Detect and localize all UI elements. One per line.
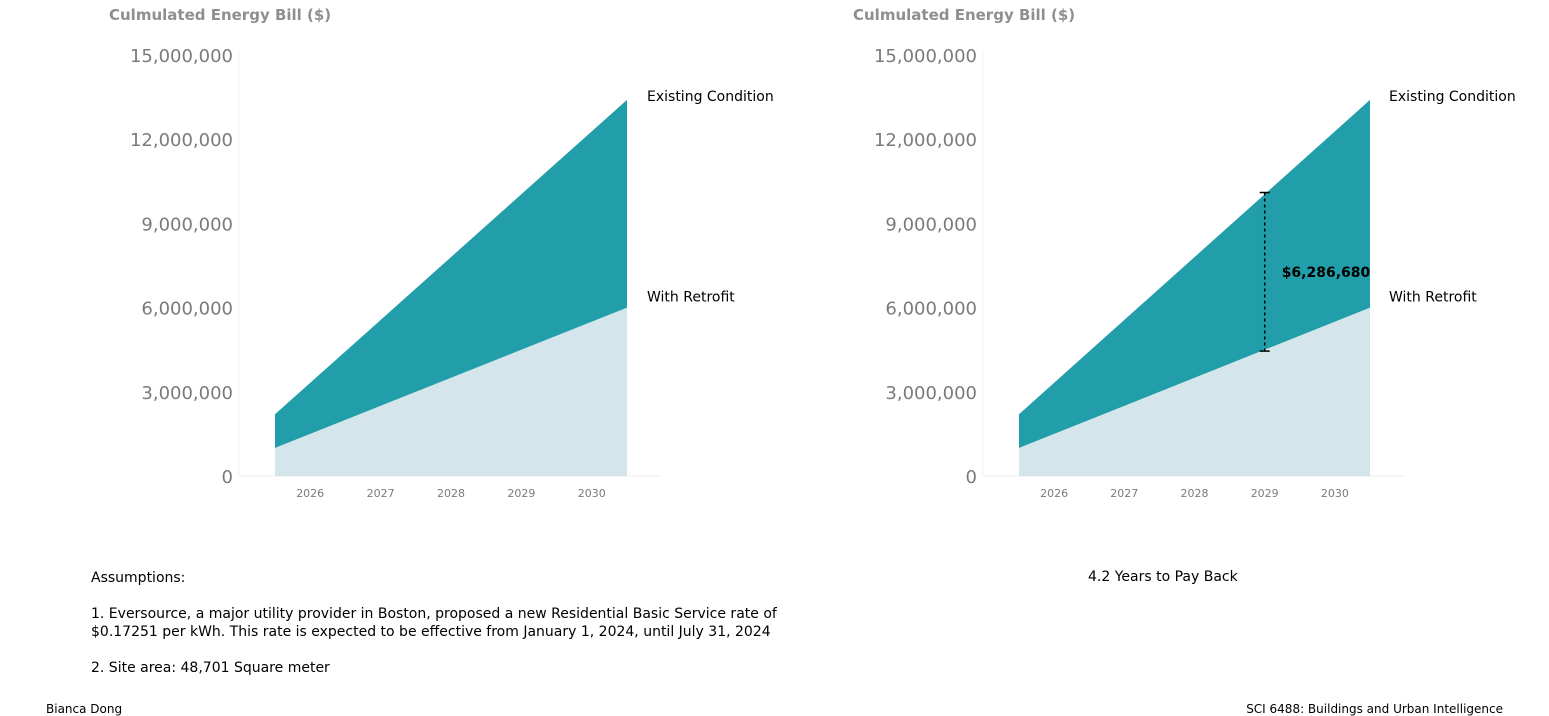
x-tick-label: 2027 — [367, 487, 395, 500]
area-with-retrofit — [275, 307, 627, 476]
y-tick-label: 0 — [222, 467, 233, 488]
assumptions-heading: Assumptions: — [91, 570, 186, 586]
y-tick-label: 15,000,000 — [874, 46, 977, 67]
chart-title: Culmulated Energy Bill ($) — [109, 6, 331, 24]
y-tick-label: 3,000,000 — [141, 383, 233, 404]
energy-bill-charts: Culmulated Energy Bill ($) 0 3,000,000 6,00… — [109, 6, 1516, 500]
x-tick-label: 2029 — [507, 487, 535, 500]
x-tick-label: 2029 — [1251, 487, 1279, 500]
y-tick-label: 3,000,000 — [885, 383, 977, 404]
y-tick-label: 6,000,000 — [885, 299, 977, 320]
payback-text: 4.2 Years to Pay Back — [1088, 569, 1238, 585]
series-label-retrofit: With Retrofit — [647, 290, 735, 306]
x-tick-label: 2027 — [1110, 487, 1138, 500]
series-label-existing: Existing Condition — [1389, 89, 1516, 105]
x-tick-label: 2026 — [1040, 487, 1068, 500]
series-label-retrofit: With Retrofit — [1389, 290, 1477, 306]
y-tick-label: 12,000,000 — [130, 130, 233, 151]
x-tick-label: 2030 — [578, 487, 606, 500]
x-tick-label: 2028 — [437, 487, 465, 500]
chart-title: Culmulated Energy Bill ($) — [853, 6, 1075, 24]
y-tick-label: 0 — [966, 467, 977, 488]
course-title: SCI 6488: Buildings and Urban Intelligen… — [1246, 702, 1503, 716]
assumption-item-2: 2. Site area: 48,701 Square meter — [91, 660, 330, 676]
y-tick-label: 6,000,000 — [141, 299, 233, 320]
series-label-existing: Existing Condition — [647, 89, 774, 105]
assumptions-block: Assumptions: 1. Eversource, a major util… — [91, 569, 831, 695]
savings-label: $6,286,680 — [1282, 265, 1371, 281]
area-with-retrofit — [1019, 307, 1370, 476]
y-tick-label: 15,000,000 — [130, 46, 233, 67]
y-tick-label: 12,000,000 — [874, 130, 977, 151]
x-tick-label: 2030 — [1321, 487, 1349, 500]
y-tick-label: 9,000,000 — [141, 214, 233, 235]
y-tick-label: 9,000,000 — [885, 214, 977, 235]
x-tick-label: 2026 — [296, 487, 324, 500]
assumption-item-1: 1. Eversource, a major utility provider … — [91, 606, 777, 640]
x-tick-label: 2028 — [1181, 487, 1209, 500]
author-name: Bianca Dong — [46, 702, 123, 716]
